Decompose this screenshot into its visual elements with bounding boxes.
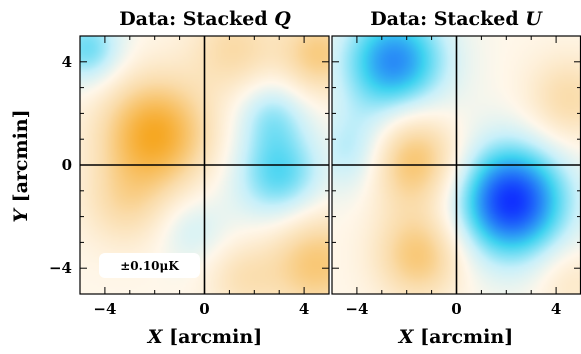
x-tick-label: 0: [451, 300, 461, 318]
y-axis-label: Y [arcmin]: [10, 109, 32, 222]
panel-stacked-q: ±0.10μK: [79, 35, 330, 295]
scale-badge: [99, 253, 200, 278]
title-u: Data: Stacked U: [370, 8, 543, 30]
x-axis-label-u: X [arcmin]: [398, 326, 513, 348]
x-axis-label-q: X [arcmin]: [147, 326, 262, 348]
x-tick-label: 4: [551, 300, 561, 318]
x-tick-labels-u: −4 0 4: [345, 300, 561, 318]
y-tick-labels: 4 0 −4: [49, 53, 72, 277]
y-tick-label: −4: [49, 259, 72, 277]
scale-label: ±0.10μK: [120, 259, 179, 273]
x-tick-label: 4: [299, 300, 309, 318]
x-tick-labels-q: −4 0 4: [93, 300, 309, 318]
ticks-q: [79, 35, 330, 295]
x-tick-label: 0: [199, 300, 209, 318]
y-tick-label: 0: [62, 156, 72, 174]
ticks-u: [331, 35, 581, 295]
panel-stacked-u: [331, 35, 581, 295]
x-tick-label: −4: [93, 300, 116, 318]
title-q: Data: Stacked Q: [119, 8, 291, 30]
y-tick-label: 4: [62, 53, 72, 71]
x-tick-label: −4: [345, 300, 368, 318]
